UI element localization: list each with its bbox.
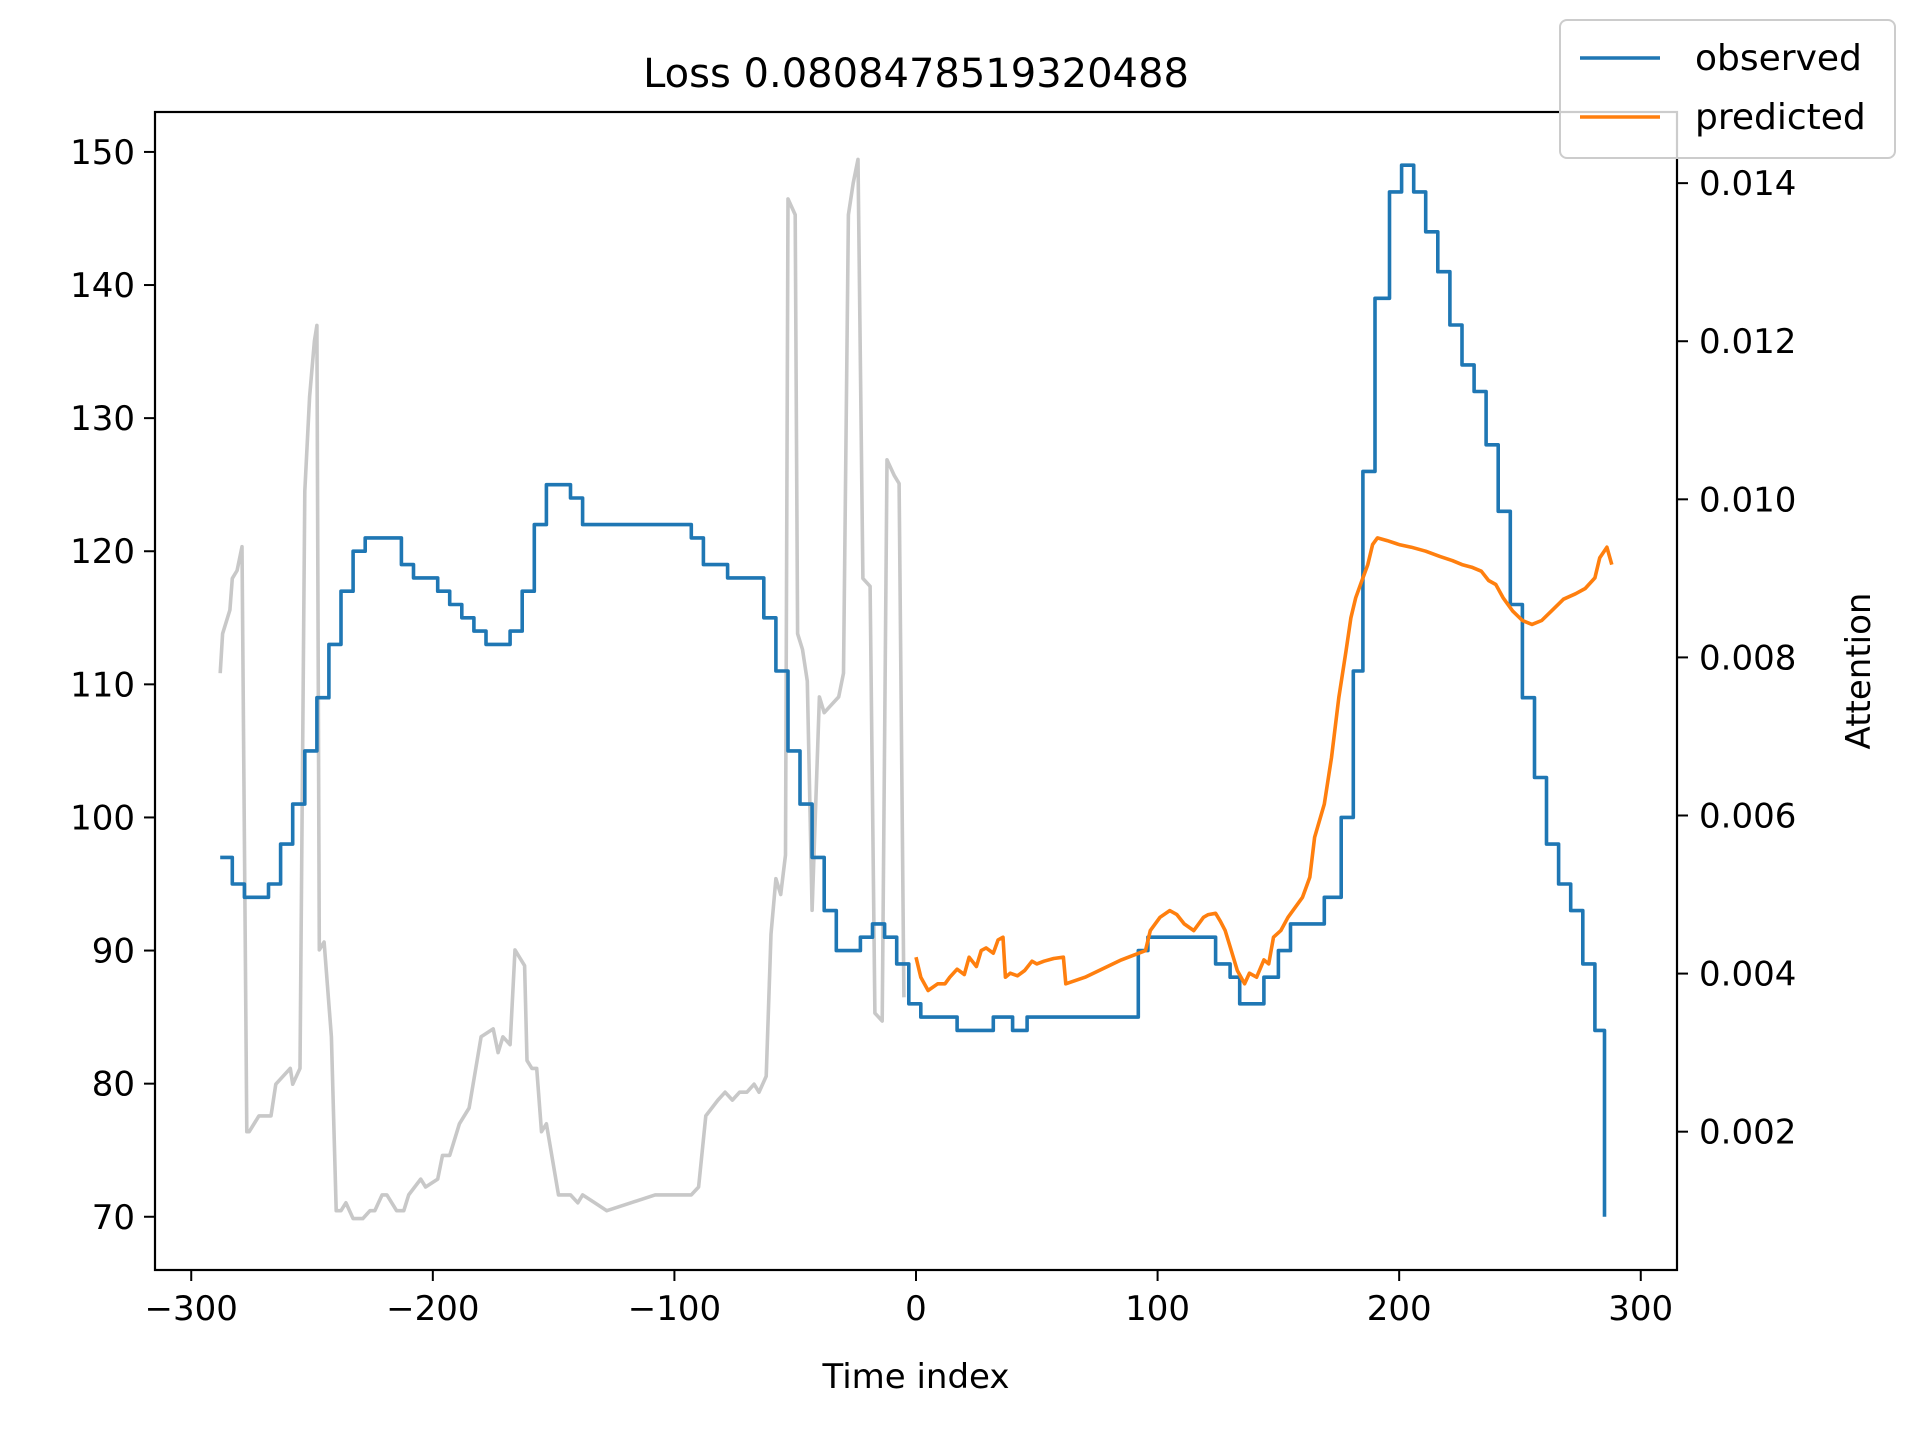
series-layer [218,157,1614,1221]
x-tick-label: 0 [905,1289,927,1329]
y-tick-label: 90 [92,932,135,972]
x-tick-label: −100 [628,1289,721,1329]
x-tick-label: 300 [1608,1289,1673,1329]
series-line-attention [218,157,906,1221]
y-tick-label: 80 [92,1065,135,1105]
y-tick-label: 70 [92,1198,135,1238]
chart-title: Loss 0.0808478519320488 [643,51,1189,97]
y-tick-label: 120 [70,532,135,572]
legend: observed predicted [1559,19,1896,159]
y2-axis-label: Attention [1839,593,1879,750]
x-tick-label: −200 [386,1289,479,1329]
y-tick-label: 150 [70,133,135,173]
series-line-predicted [914,536,1614,993]
y-tick-label: 110 [70,665,135,705]
x-axis-label: Time index [821,1357,1009,1397]
y2-tick-label: 0.012 [1699,322,1796,362]
legend-label-observed: observed [1695,38,1862,79]
y2-tick-label: 0.010 [1699,480,1796,520]
y-tick-label: 140 [70,266,135,306]
y2-axis-ticks: 0.002 0.004 0.006 0.008 0.010 0.012 0.014 [1677,164,1796,1153]
y-tick-label: 100 [70,798,135,838]
y2-tick-label: 0.008 [1699,638,1796,678]
y-tick-label: 130 [70,399,135,439]
x-tick-label: 200 [1367,1289,1432,1329]
x-axis-ticks: −300 −200 −100 0 100 200 300 [145,1270,1673,1329]
y2-tick-label: 0.006 [1699,796,1796,836]
legend-label-predicted: predicted [1695,97,1866,138]
y-axis-ticks: 70 80 90 100 110 120 130 140 150 [70,133,155,1238]
y2-tick-label: 0.014 [1699,164,1796,204]
x-tick-label: 100 [1125,1289,1190,1329]
legend-box [1559,19,1896,159]
y2-tick-label: 0.004 [1699,955,1796,995]
x-tick-label: −300 [145,1289,238,1329]
series-line-observed [220,163,1607,1217]
y2-tick-label: 0.002 [1699,1113,1796,1153]
